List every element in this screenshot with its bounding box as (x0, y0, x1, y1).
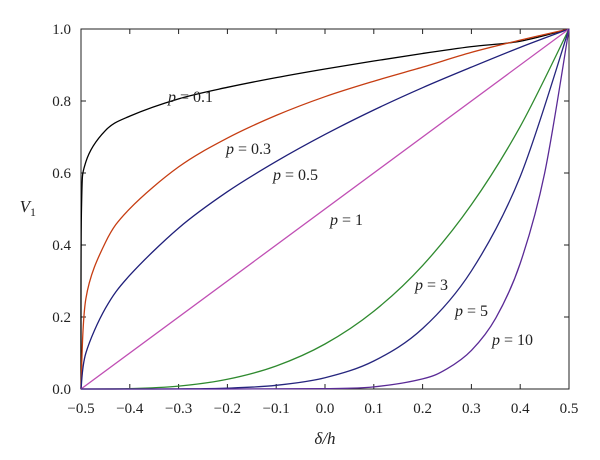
curve-label-var: p (272, 167, 281, 184)
curve-label-var: p (167, 89, 176, 106)
axis-ticks: −0.5 −0.4 −0.3 −0.2 −0.1 0.0 0.1 0.2 0.3 0.4 0.5 0.… (52, 22, 578, 417)
curve-label: p = 3 (414, 277, 448, 294)
curve-label-var: p (491, 332, 500, 349)
x-tick-label: 0.2 (413, 401, 432, 417)
curve-label: p = 0.5 (272, 167, 318, 184)
curve-label-var: p (329, 212, 338, 229)
x-tick-label: −0.4 (116, 401, 144, 417)
x-axis-label: δ/h (314, 429, 335, 448)
curve-label-value: = 0.5 (281, 167, 318, 184)
curve-label-var: p (414, 277, 423, 294)
curve-label: p = 0.1 (167, 89, 213, 106)
series-line (80, 28, 570, 390)
curve-label-var: p (454, 303, 463, 320)
curve-label-value: = 0.3 (234, 141, 271, 158)
y-axis-label-subscript: 1 (30, 205, 36, 219)
y-tick-label: 0.6 (52, 166, 71, 182)
curve-label-var: p (225, 141, 234, 158)
y-tick-label: 0.2 (52, 310, 71, 326)
x-tick-label: −0.5 (67, 401, 94, 417)
x-tick-label: −0.2 (214, 401, 241, 417)
y-tick-label: 1.0 (52, 22, 71, 38)
curve-label-value: = 10 (500, 332, 533, 349)
curve-label-value: = 3 (423, 277, 448, 294)
curve-label: p = 10 (491, 332, 533, 349)
curve-labels: p = 0.1p = 0.3p = 0.5p = 1p = 3p = 5p = … (167, 89, 533, 349)
x-tick-label: 0.4 (511, 401, 530, 417)
y-axis-label-main: V (20, 197, 33, 216)
x-tick-label: 0.5 (560, 401, 579, 417)
series-line (80, 28, 570, 390)
x-tick-label: 0.3 (462, 401, 481, 417)
curve-label: p = 5 (454, 303, 488, 320)
curve-label: p = 0.3 (225, 141, 271, 158)
curves (80, 28, 570, 390)
x-tick-label: −0.1 (263, 401, 290, 417)
curve-label-value: = 0.1 (176, 89, 213, 106)
series-line (80, 28, 570, 390)
curve-label-value: = 5 (463, 303, 488, 320)
curve-label-value: = 1 (338, 212, 363, 229)
curve-label: p = 1 (329, 212, 363, 229)
y-tick-label: 0.4 (52, 238, 71, 254)
y-tick-label: 0.0 (52, 382, 71, 398)
x-tick-label: 0.0 (316, 401, 335, 417)
series-line (80, 28, 570, 390)
y-tick-label: 0.8 (52, 94, 71, 110)
x-tick-label: −0.3 (165, 401, 192, 417)
x-tick-label: 0.1 (364, 401, 383, 417)
y-axis-label: V1 (20, 197, 36, 219)
series-line (80, 28, 570, 390)
series-line (80, 28, 570, 390)
